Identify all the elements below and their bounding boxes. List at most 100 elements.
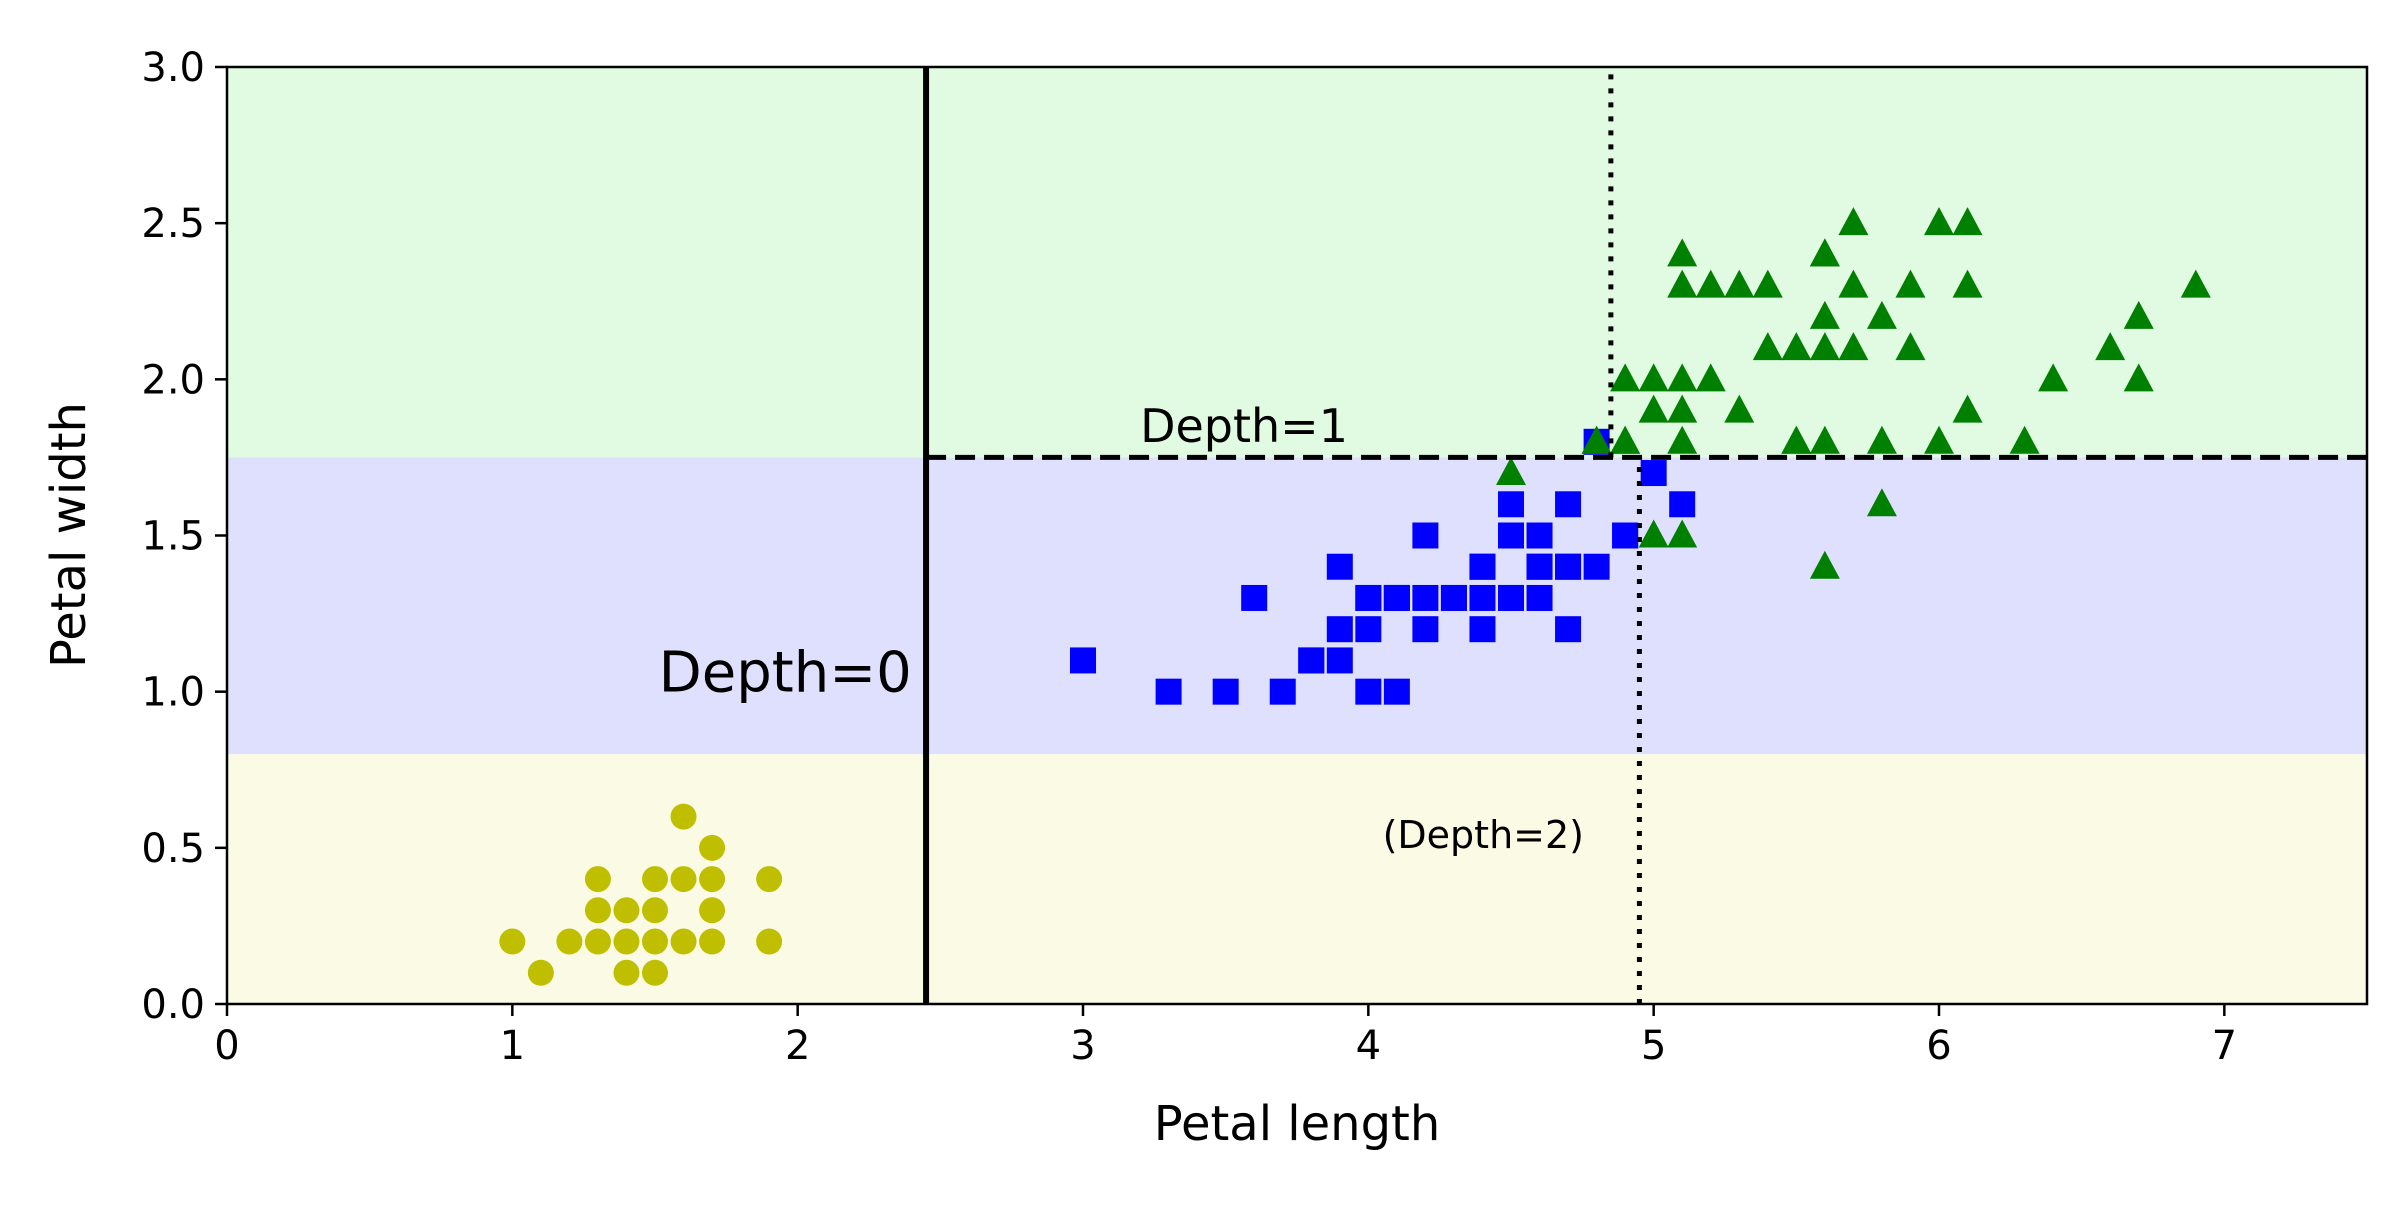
square-point [1612,522,1639,549]
triangle-point [2123,300,2154,329]
square-point [1526,584,1553,611]
y-axis-label: Petal width [41,402,97,668]
region-0 [227,754,2367,1004]
square-point [1526,553,1553,580]
triangle-point [1724,394,1755,423]
triangle-point [1866,425,1897,454]
decision-regions [227,67,2367,1004]
x-tick-label: 3 [1070,1023,1095,1069]
triangle-point [2095,332,2126,361]
triangle-point [1924,207,1954,236]
circle-point [670,803,697,830]
square-point [1469,584,1496,611]
square-point [1269,678,1296,705]
y-tick-label: 0.0 [141,982,205,1028]
circle-point [699,928,726,955]
square-point [1212,678,1239,705]
circle-point [642,959,668,986]
triangle-point [1610,425,1641,454]
circle-point [527,959,554,986]
triangle-point [1838,207,1869,236]
triangle-point [1895,332,1926,361]
square-point [1526,522,1553,549]
x-axis: 0 1 2 3 4 5 6 7 [214,1004,2237,1069]
square-point [1326,553,1353,580]
x-tick-label: 6 [1926,1023,1951,1069]
circle-point [584,928,611,955]
triangle-point [1809,300,1840,329]
triangle-point [1781,425,1812,454]
decision-boundaries [923,67,2367,1004]
triangle-point [1952,207,1983,236]
triangle-point [1866,300,1897,329]
y-tick-label: 1.0 [141,670,205,716]
y-tick-label: 2.5 [141,201,205,247]
square-point [1583,553,1610,580]
triangle-point [1667,238,1698,267]
triangle-point [1809,425,1840,454]
square-point [1498,584,1524,611]
circle-point [699,866,726,893]
annotations: Depth=0 Depth=1 (Depth=2) [659,399,1584,857]
circle-point [642,928,668,955]
triangle-point [1695,269,1726,298]
x-tick-label: 7 [2212,1023,2237,1069]
y-axis: 0.0 0.5 1.0 1.5 2.0 2.5 3.0 [141,45,227,1028]
triangle-point [1667,519,1698,548]
triangle-point [1610,363,1641,392]
y-tick-label: 1.5 [141,514,205,560]
triangle-point [1638,394,1669,423]
square-point [1412,616,1439,643]
x-tick-label: 4 [1356,1023,1381,1069]
square-point [1498,522,1524,549]
x-tick-label: 0 [214,1023,239,1069]
triangle-point [1638,363,1669,392]
triangle-point [1866,488,1897,517]
triangle-point [1952,269,1983,298]
circle-point [699,834,726,861]
x-tick-label: 5 [1641,1023,1666,1069]
triangle-point [2038,363,2069,392]
square-point [1326,647,1353,674]
triangle-point [1895,269,1926,298]
circle-point [584,897,611,924]
square-point [1241,584,1268,611]
triangle-point [1781,332,1812,361]
square-point [1326,616,1353,643]
triangle-point [1667,394,1698,423]
data-points [499,207,2211,986]
triangle-point [1752,332,1783,361]
square-point [1640,460,1667,487]
circle-point [613,897,640,924]
square-point [1355,616,1382,643]
x-axis-label: Petal length [1154,1096,1441,1152]
circle-point [499,928,526,955]
square-point [1555,616,1582,643]
square-point [1298,647,1325,674]
triangle-point [1952,394,1983,423]
square-point [1555,491,1582,518]
triangle-point [1838,332,1869,361]
annotation-large: Depth=0 [659,641,912,706]
y-tick-label: 0.5 [141,826,205,872]
triangle-point [2180,269,2211,298]
square-point [1440,584,1467,611]
square-point [1669,491,1696,518]
triangle-point [1809,238,1840,267]
annotation-medium: Depth=1 [1140,399,1348,453]
triangle-point [1496,457,1526,486]
square-point [1498,491,1524,518]
triangle-point [1638,519,1669,548]
triangle-point [1924,425,1954,454]
circle-point [584,866,611,893]
triangle-point [1724,269,1755,298]
x-tick-label: 1 [500,1023,525,1069]
square-point [1355,584,1382,611]
triangle-point [2009,425,2040,454]
square-point [1469,616,1496,643]
square-point [1383,584,1410,611]
triangle-point [1667,425,1698,454]
square-point [1412,522,1439,549]
triangle-point [1667,363,1698,392]
